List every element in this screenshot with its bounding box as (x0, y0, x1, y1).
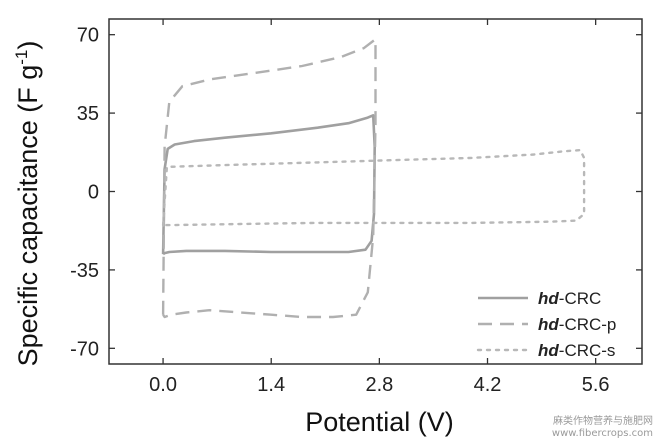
y-tick-label: 70 (77, 25, 99, 47)
watermark-line1: 麻类作物营养与施肥网 (553, 416, 653, 427)
y-axis-title: Specific capacitance (F g-1) (12, 41, 43, 367)
watermark: 麻类作物营养与施肥网 www.fibercrops.com (552, 416, 653, 440)
y-axis-title-close: ) (13, 41, 43, 50)
x-axis-title: Potential (V) (305, 407, 454, 437)
y-tick-label: -35 (70, 260, 99, 282)
series-line-3 (161, 148, 586, 227)
y-tick-label: -70 (70, 338, 99, 360)
series-line-2 (161, 38, 377, 319)
legend: hd-CRC hd-CRC-p hd-CRC-s (476, 289, 616, 360)
y-tick-label: 35 (77, 103, 99, 125)
legend-label-2: hd-CRC-p (538, 315, 616, 334)
x-tick-label: 4.2 (474, 374, 502, 396)
legend-label-1: hd-CRC (538, 289, 601, 308)
y-tick-label: 0 (88, 182, 99, 204)
x-tick-label: 1.4 (257, 374, 285, 396)
series-line-1 (161, 114, 376, 256)
x-tick-label: 0.0 (149, 374, 177, 396)
y-axis-title-superscript: -1 (12, 50, 31, 65)
x-tick-label: 5.6 (582, 374, 610, 396)
legend-label-3: hd-CRC-s (538, 341, 615, 360)
x-tick-label: 2.8 (365, 374, 393, 396)
y-axis-title-main: Specific capacitance (F g (13, 65, 43, 367)
watermark-line2: www.fibercrops.com (551, 428, 653, 439)
